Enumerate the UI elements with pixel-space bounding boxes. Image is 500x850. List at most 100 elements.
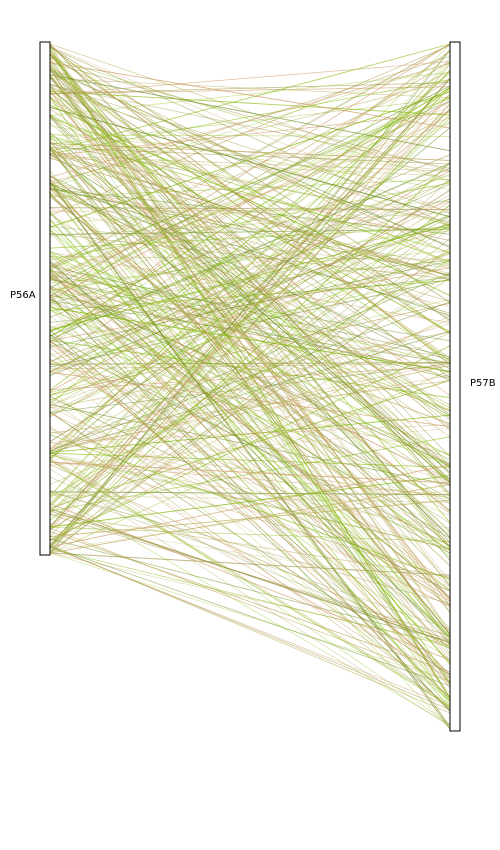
link-line	[49, 513, 451, 578]
link-line	[49, 259, 451, 305]
link-line	[49, 122, 451, 403]
link-line	[49, 456, 451, 529]
link-line	[49, 468, 451, 727]
link-line	[49, 163, 451, 337]
link-line	[49, 188, 451, 235]
link-line	[49, 345, 451, 541]
link-line	[49, 374, 451, 450]
link-line	[49, 167, 451, 373]
link-line	[49, 277, 451, 531]
link-line	[49, 339, 451, 399]
link-line	[49, 452, 451, 468]
link-line	[49, 47, 451, 226]
link-line	[49, 188, 451, 267]
link-line	[49, 67, 451, 255]
link-line	[49, 233, 451, 280]
link-line	[49, 88, 451, 416]
link-line	[49, 371, 451, 481]
link-line	[49, 314, 451, 530]
link-line	[49, 110, 451, 377]
link-line	[49, 134, 451, 137]
link-line	[49, 147, 451, 685]
link-line	[49, 431, 451, 534]
link-line	[49, 43, 451, 297]
link-line	[49, 450, 451, 725]
link-line	[49, 86, 451, 338]
link-line	[49, 552, 451, 576]
link-line	[49, 115, 451, 375]
link-line	[49, 50, 451, 343]
link-line	[49, 162, 451, 340]
link-line	[49, 92, 451, 431]
link-line	[49, 204, 451, 521]
link-line	[49, 121, 451, 278]
link-line	[49, 545, 451, 710]
link-line	[49, 189, 451, 442]
link-line	[49, 275, 451, 342]
link-line	[49, 545, 451, 687]
link-line	[49, 62, 451, 188]
link-line	[49, 210, 451, 640]
link-line	[49, 182, 451, 261]
link-line	[49, 133, 451, 171]
link-line	[49, 379, 451, 509]
link-line	[49, 157, 451, 177]
link-line	[49, 548, 451, 647]
link-line	[49, 184, 451, 689]
link-line	[49, 475, 451, 528]
link-line	[49, 109, 451, 451]
link-line	[49, 49, 451, 550]
link-line	[49, 461, 451, 484]
left-axis-label: P56A	[10, 290, 36, 301]
link-line	[49, 531, 451, 673]
link-line	[49, 90, 451, 116]
link-line	[49, 262, 451, 502]
link-line	[49, 428, 451, 550]
link-line	[49, 212, 451, 237]
link-line	[49, 53, 451, 495]
link-line	[49, 117, 451, 282]
link-line	[49, 365, 451, 391]
link-line	[49, 262, 451, 412]
link-line	[49, 200, 451, 459]
link-line	[49, 277, 451, 483]
link-line	[49, 325, 451, 501]
link-line	[49, 251, 451, 411]
link-line	[49, 371, 451, 428]
link-line	[49, 225, 451, 416]
link-line	[49, 460, 451, 707]
link-line	[49, 180, 451, 302]
link-line	[49, 272, 451, 452]
link-line	[49, 153, 451, 467]
link-line	[49, 270, 451, 524]
link-line	[49, 260, 451, 638]
link-line	[49, 364, 451, 452]
link-line	[49, 253, 451, 373]
link-line	[49, 74, 451, 152]
link-line	[49, 63, 451, 550]
link-line	[49, 191, 451, 702]
link-line	[49, 361, 451, 449]
link-line	[49, 74, 451, 607]
link-line	[49, 175, 451, 468]
link-line	[49, 298, 451, 393]
link-line	[49, 96, 451, 683]
link-line	[49, 301, 451, 452]
link-line	[49, 78, 451, 528]
link-line	[49, 424, 451, 443]
link-line	[49, 178, 451, 684]
link-line	[49, 147, 451, 165]
link-line	[49, 464, 451, 647]
link-line	[49, 51, 451, 347]
link-line	[49, 331, 451, 409]
link-line	[49, 57, 451, 538]
link-line	[49, 200, 451, 329]
link-line	[49, 427, 451, 466]
link-line	[49, 552, 451, 645]
link-line	[49, 69, 451, 249]
link-line	[49, 87, 451, 227]
link-line	[49, 137, 451, 585]
link-line	[49, 183, 451, 274]
link-line	[49, 77, 451, 364]
